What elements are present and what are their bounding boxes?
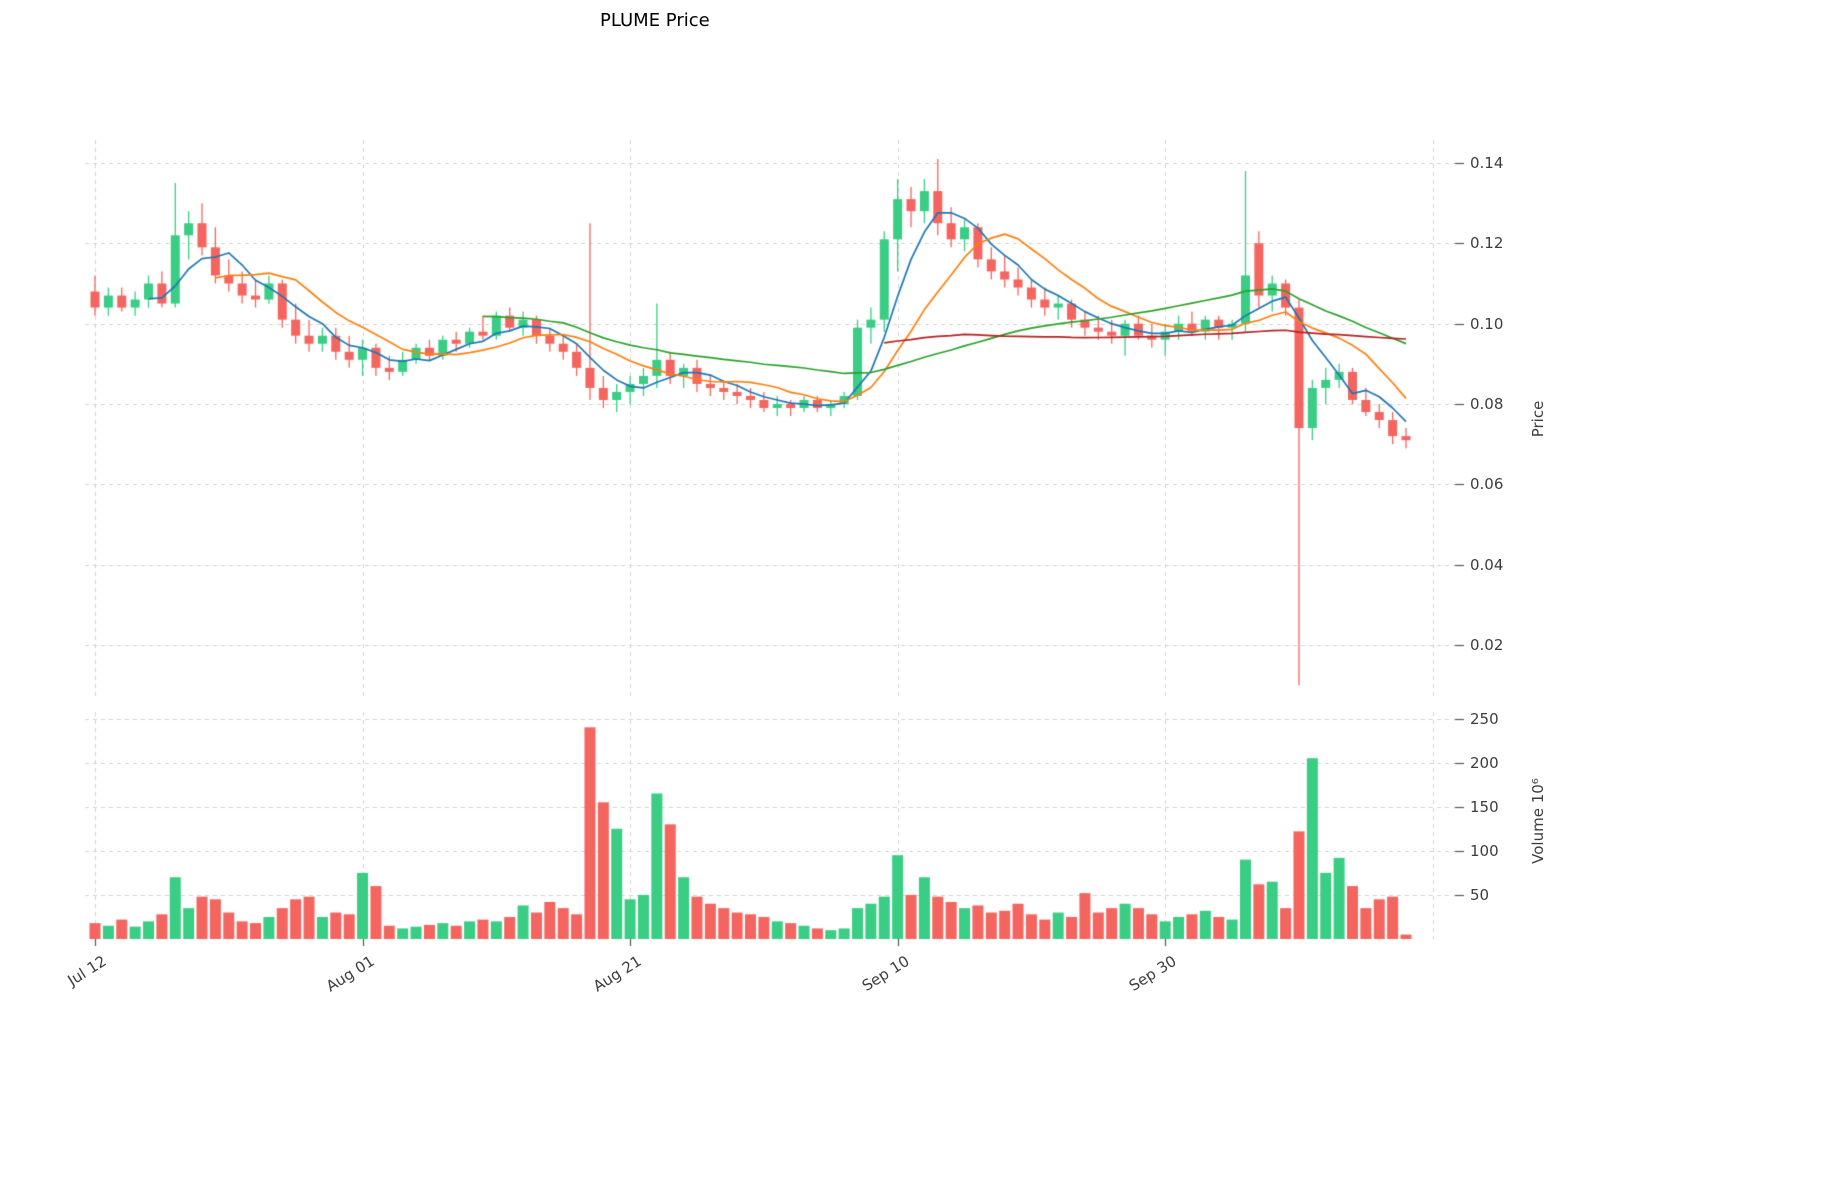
price-tick-label: 0.08 bbox=[1470, 395, 1504, 413]
price-tick-label: 0.10 bbox=[1470, 314, 1504, 333]
price-tick-label: 0.04 bbox=[1470, 555, 1504, 574]
price-tick-label: 0.06 bbox=[1470, 475, 1504, 494]
volume-tick-label: 100 bbox=[1470, 841, 1499, 860]
volume-axis-title: Volume 10⁶ bbox=[1529, 778, 1547, 864]
price-tick-label: 0.14 bbox=[1470, 154, 1504, 172]
price-axis-title: Price bbox=[1529, 400, 1547, 438]
volume-tick-label: 150 bbox=[1470, 797, 1499, 816]
volume-tick-label: 200 bbox=[1470, 753, 1499, 772]
price-tick-label: 0.12 bbox=[1470, 234, 1504, 253]
price-tick-label: 0.02 bbox=[1470, 636, 1504, 654]
volume-tick-label: 250 bbox=[1470, 709, 1499, 728]
volume-tick-label: 50 bbox=[1470, 885, 1490, 904]
